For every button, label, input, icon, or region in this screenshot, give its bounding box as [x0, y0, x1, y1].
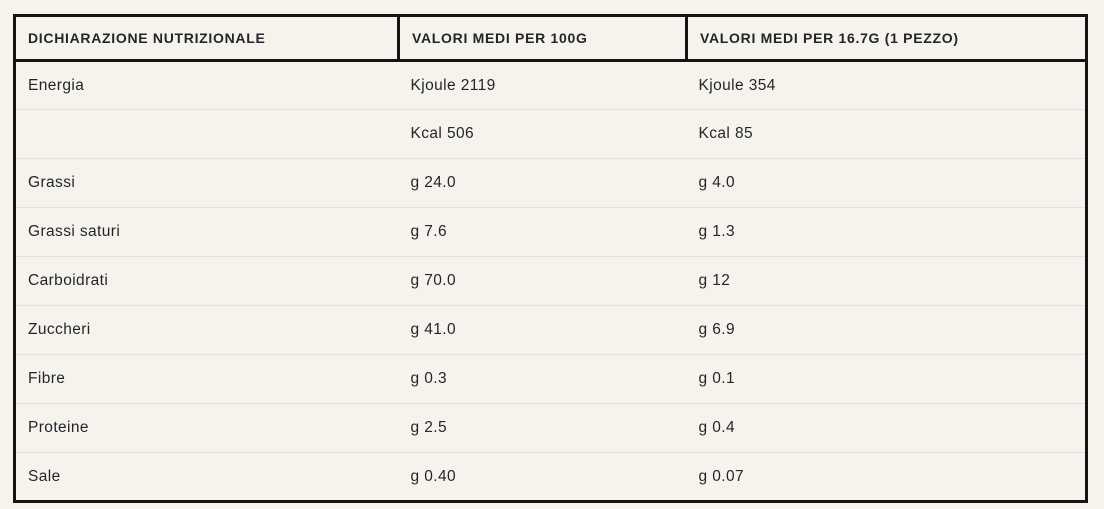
- table-cell: Grassi saturi: [14, 207, 399, 257]
- table-cell: g 2.5: [398, 403, 687, 453]
- table-cell: g 0.1: [686, 354, 1087, 404]
- table-cell: g 70.0: [398, 256, 687, 306]
- table-row: Sale g 0.40 g 0.07: [14, 452, 1087, 502]
- table-row: Zuccheri g 41.0 g 6.9: [14, 305, 1087, 355]
- table-cell: g 7.6: [398, 207, 687, 257]
- header-cell-per-piece: VALORI MEDI PER 16.7G (1 PEZZO): [685, 15, 1087, 62]
- table-cell: Kjoule 2119: [410, 76, 496, 94]
- table-cell: g 4.0: [686, 158, 1087, 208]
- table-cell: g 6.9: [686, 305, 1087, 355]
- table-row: Kcal 506 Kcal 85: [14, 109, 1087, 159]
- table-cell: g 41.0: [398, 305, 687, 355]
- table-cell: Zuccheri: [14, 305, 399, 355]
- table-row: Grassi saturi g 7.6 g 1.3: [14, 207, 1087, 257]
- header-cell-per-100g: VALORI MEDI PER 100G: [397, 15, 687, 62]
- table-cell: Fibre: [14, 354, 399, 404]
- table-cell: Carboidrati: [14, 256, 399, 306]
- table-row: Grassi g 24.0 g 4.0: [14, 158, 1087, 208]
- table-row: Carboidrati g 70.0 g 12: [14, 256, 1087, 306]
- table-cell: Proteine: [14, 403, 399, 453]
- table-cell: g 0.3: [398, 354, 687, 404]
- table-cell: Kcal 85: [686, 109, 1087, 159]
- table-cell: g 12: [686, 256, 1087, 306]
- table-cell: Grassi: [14, 158, 399, 208]
- table-cell: g 0.07: [686, 452, 1087, 502]
- table-cell: g 1.3: [686, 207, 1087, 257]
- table-cell: g 24.0: [398, 158, 687, 208]
- table-row: Proteine g 2.5 g 0.4: [14, 403, 1087, 453]
- header-row: DICHIARAZIONE NUTRIZIONALE VALORI MEDI P…: [14, 15, 1087, 62]
- table-cell: Energia: [28, 76, 85, 94]
- table-header: DICHIARAZIONE NUTRIZIONALE VALORI MEDI P…: [14, 15, 1087, 62]
- table-cell: Sale: [14, 452, 399, 502]
- header-cell-declaration: DICHIARAZIONE NUTRIZIONALE: [14, 15, 399, 62]
- table-row: Fibre g 0.3 g 0.1: [14, 354, 1087, 404]
- table-cell: Kjoule 354: [698, 76, 776, 94]
- table-cell: g 0.40: [398, 452, 687, 502]
- table-cell: g 0.4: [686, 403, 1087, 453]
- nutrition-table-body: Energia Kjoule 2119 Kjoule 354 Kcal 506 Kcal…: [14, 61, 1087, 502]
- table-row: Energia Kjoule 2119 Kjoule 354: [15, 61, 1087, 110]
- table-cell: Kcal 506: [398, 109, 687, 159]
- nutrition-table: DICHIARAZIONE NUTRIZIONALE VALORI MEDI P…: [13, 14, 1088, 503]
- table-cell: [14, 109, 399, 159]
- nutrition-declaration-table: DICHIARAZIONE NUTRIZIONALE VALORI MEDI P…: [13, 14, 1088, 503]
